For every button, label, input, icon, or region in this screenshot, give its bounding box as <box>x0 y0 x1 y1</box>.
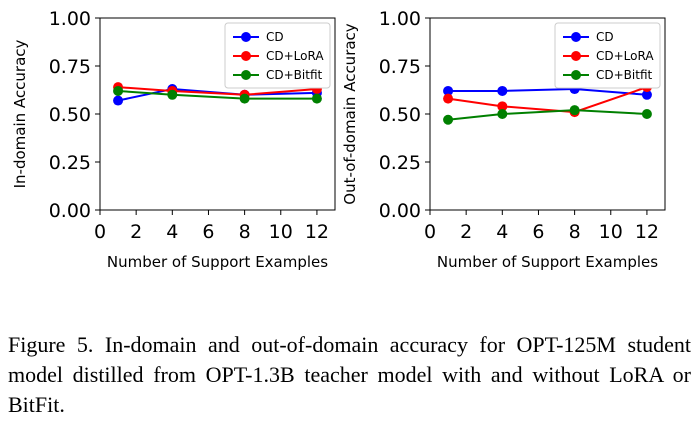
x-tick-label: 0 <box>94 221 106 243</box>
data-point <box>569 105 580 116</box>
legend-label: CD <box>266 30 284 44</box>
y-tick-label: 1.00 <box>49 8 91 30</box>
legend-marker <box>571 32 581 42</box>
data-point <box>239 93 250 104</box>
y-tick-label: 1.00 <box>379 8 421 30</box>
y-axis-label: Out-of-domain Accuracy <box>341 23 359 204</box>
x-tick-label: 10 <box>599 221 623 243</box>
y-tick-label: 0.50 <box>379 104 421 126</box>
data-point <box>443 93 454 104</box>
data-point <box>641 89 652 100</box>
data-point <box>497 109 508 119</box>
x-tick-label: 8 <box>569 221 581 243</box>
x-axis-label: Number of Support Examples <box>437 253 658 271</box>
x-tick-label: 4 <box>166 221 178 243</box>
data-point <box>311 93 322 104</box>
data-point <box>167 89 178 100</box>
y-axis-label: In-domain Accuracy <box>11 39 29 188</box>
out-of-domain-accuracy-chart: 0.00 0.25 0.50 0.75 1.00 0 2 4 6 8 10 12 Number of S… <box>341 8 666 271</box>
legend-label: CD+LoRA <box>596 49 654 63</box>
y-tick-label: 0.25 <box>49 152 91 174</box>
y-tick-label: 0.75 <box>379 56 421 78</box>
series-line <box>118 86 318 96</box>
x-tick-label: 0 <box>424 221 436 243</box>
legend-label: CD+Bitfit <box>266 68 323 82</box>
data-point <box>113 85 124 96</box>
legend-box <box>224 22 331 89</box>
data-point <box>497 101 508 112</box>
x-tick-label: 8 <box>239 221 251 243</box>
figure-canvas: 0.00 0.25 0.50 0.75 1.00 0 2 4 6 8 10 12 Number of S… <box>11 8 666 271</box>
data-point <box>497 85 508 96</box>
y-tick-label: 0.75 <box>49 56 91 78</box>
x-tick-label: 12 <box>305 221 329 243</box>
in-domain-accuracy-chart: 0.00 0.25 0.50 0.75 1.00 0 2 4 6 8 10 12 Number of S… <box>11 8 336 271</box>
series-line <box>448 88 648 96</box>
y-tick-label: 0.00 <box>379 200 421 222</box>
series-line <box>118 89 317 100</box>
x-axis-label: Number of Support Examples <box>107 253 328 271</box>
series-line <box>447 109 647 121</box>
y-tick-label: 0.50 <box>49 104 91 126</box>
legend-marker <box>241 51 251 61</box>
data-point <box>641 109 652 119</box>
series-line <box>447 86 648 114</box>
data-point <box>443 85 454 96</box>
y-tick-label: 0.00 <box>49 200 91 222</box>
x-tick-label: 2 <box>460 221 472 243</box>
x-tick-label: 6 <box>532 221 544 243</box>
figure-caption: Figure 5. In-domain and out-of-domain ac… <box>8 332 691 417</box>
x-tick-label: 2 <box>130 221 142 243</box>
legend-marker <box>241 32 251 42</box>
y-tick-label: 0.25 <box>379 152 421 174</box>
legend-box <box>554 22 661 89</box>
legend-label: CD+Bitfit <box>596 68 653 82</box>
legend-label: CD+LoRA <box>266 49 324 63</box>
data-point <box>113 95 124 106</box>
legend-marker <box>571 70 581 80</box>
x-tick-label: 12 <box>635 221 659 243</box>
x-tick-label: 10 <box>269 221 293 243</box>
legend-marker <box>241 70 251 80</box>
x-tick-label: 4 <box>496 221 508 243</box>
legend-label: CD <box>596 30 614 44</box>
data-point <box>443 114 454 125</box>
legend-marker <box>571 51 581 61</box>
x-tick-label: 6 <box>202 221 214 243</box>
